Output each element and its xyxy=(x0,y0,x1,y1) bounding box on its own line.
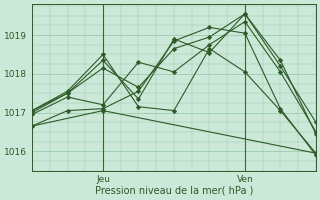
X-axis label: Pression niveau de la mer( hPa ): Pression niveau de la mer( hPa ) xyxy=(95,186,253,196)
